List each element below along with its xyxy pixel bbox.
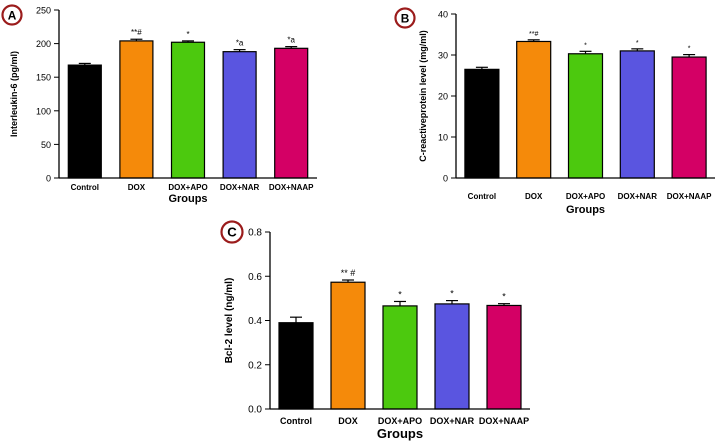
significance-label: * [636, 40, 639, 47]
bar [382, 305, 418, 410]
y-tick-label: 100 [36, 106, 51, 116]
panel-badge [1, 4, 23, 26]
bar [170, 41, 206, 179]
significance-label: ** # [341, 268, 356, 278]
significance-label: **# [131, 28, 142, 37]
bar [274, 47, 309, 179]
category-label: DOX+NAR [430, 416, 475, 426]
category-label: DOX+NAR [618, 192, 658, 201]
x-axis-title: Groups [377, 426, 423, 441]
category-label: Control [71, 183, 99, 192]
y-axis-title: C-reactiveprotein level (mg/ml) [418, 30, 428, 162]
category-label: DOX+APO [378, 416, 422, 426]
significance-label: * [584, 42, 587, 49]
y-tick-label: 250 [36, 6, 51, 16]
panel-badge [220, 220, 244, 244]
significance-label: * [186, 30, 189, 39]
significance-label: * [450, 289, 454, 299]
bar [567, 53, 604, 179]
y-tick-label: 50 [41, 140, 51, 150]
bar [434, 303, 470, 410]
y-tick-label: 20 [438, 92, 448, 102]
significance-label: *a [287, 36, 295, 45]
category-label: Control [280, 416, 312, 426]
bar [67, 64, 102, 179]
panel-b: 0 10 20 30 40 Control **# DOX * DOX+APO * DOX+NAR * D… [394, 7, 715, 216]
significance-label: *a [236, 39, 244, 48]
category-label: DOX [525, 192, 543, 201]
category-label: DOX+APO [168, 183, 207, 192]
y-tick-label: 0 [46, 174, 51, 184]
category-label: DOX [128, 183, 146, 192]
y-tick-label: 0.6 [248, 272, 262, 283]
y-axis-title: Interleukin-6 (pg/ml) [9, 51, 19, 137]
category-label: Control [468, 192, 496, 201]
y-axis-title: Bcl-2 level (ng/ml) [224, 278, 235, 364]
category-label: DOX [338, 416, 358, 426]
y-tick-label: 0.0 [248, 405, 262, 416]
x-axis-title: Groups [566, 204, 605, 216]
y-tick-label: 0 [443, 174, 448, 184]
bar [464, 68, 500, 179]
significance-label: * [688, 46, 691, 53]
panel-letter: B [401, 12, 410, 26]
significance-label: * [502, 292, 506, 302]
y-tick-label: 0.8 [248, 228, 262, 239]
bar [516, 40, 552, 179]
bar [278, 322, 314, 410]
panel-a: 0 50 100 150 200 250 Control **# DOX * DOX+APO *a DO… [1, 4, 317, 205]
panel-letter: A [8, 9, 17, 23]
significance-label: * [398, 289, 402, 299]
bar [671, 56, 707, 179]
category-label: DOX+NAAP [269, 183, 314, 192]
bar [486, 304, 522, 410]
y-tick-label: 10 [438, 133, 448, 143]
bar [330, 281, 366, 410]
category-label: DOX+NAAP [667, 192, 712, 201]
panel-badge [394, 7, 416, 29]
panel-letter: C [227, 225, 237, 240]
bar [619, 50, 655, 179]
y-tick-label: 0.2 [248, 360, 262, 371]
panel-c: 0.0 0.2 0.4 0.6 0.8 Control ** # DOX * DOX+APO * DO… [220, 220, 530, 441]
x-axis-title: Groups [168, 193, 207, 205]
bar [222, 51, 257, 179]
bar [119, 40, 154, 179]
y-tick-label: 200 [36, 39, 51, 49]
significance-label: **# [529, 31, 538, 38]
y-tick-label: 150 [36, 73, 51, 83]
y-tick-label: 30 [438, 51, 448, 61]
y-tick-label: 0.4 [248, 316, 262, 327]
category-label: DOX+APO [566, 192, 605, 201]
category-label: DOX+NAR [220, 183, 260, 192]
y-tick-label: 40 [438, 10, 448, 20]
category-label: DOX+NAAP [479, 416, 529, 426]
